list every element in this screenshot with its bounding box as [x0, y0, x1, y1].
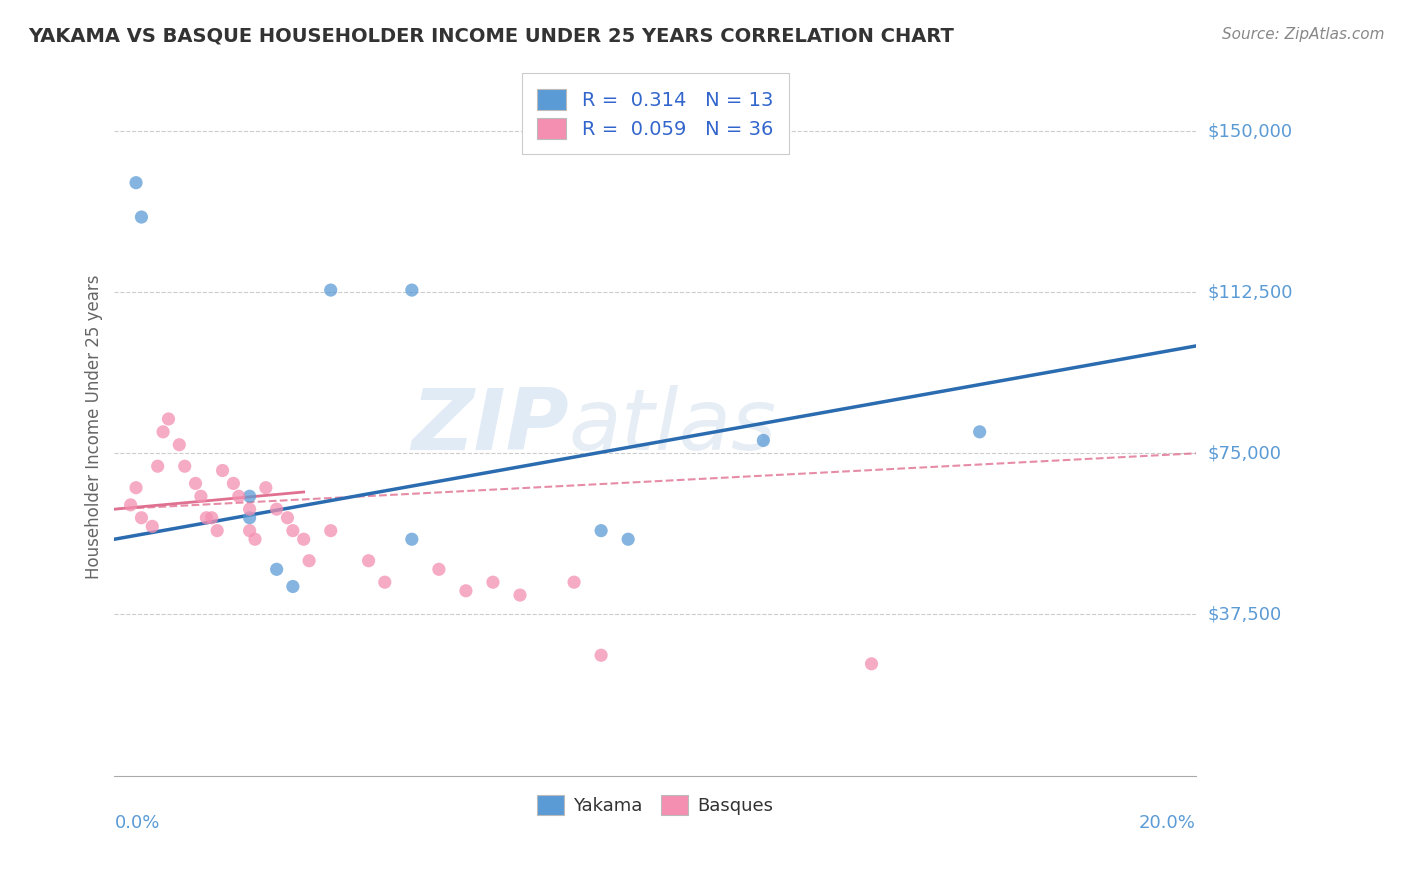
Point — [860, 657, 883, 671]
Point — [276, 510, 298, 524]
Point — [239, 510, 262, 524]
Point — [201, 510, 224, 524]
Point — [298, 554, 321, 568]
Point — [239, 524, 262, 538]
Text: $112,500: $112,500 — [1208, 284, 1292, 301]
Point — [141, 519, 163, 533]
Point — [752, 434, 775, 448]
Point — [152, 425, 174, 439]
Text: $150,000: $150,000 — [1208, 122, 1292, 140]
Point — [401, 533, 423, 547]
Point — [131, 210, 153, 224]
Point — [374, 575, 396, 590]
Point — [266, 502, 288, 516]
Point — [357, 554, 380, 568]
Point — [239, 502, 262, 516]
Point — [239, 489, 262, 503]
Point — [969, 425, 991, 439]
Text: ZIP: ZIP — [411, 385, 568, 468]
Point — [319, 524, 342, 538]
Point — [146, 459, 169, 474]
Point — [125, 481, 148, 495]
Text: 0.0%: 0.0% — [114, 814, 160, 832]
Text: atlas: atlas — [568, 385, 776, 468]
Point — [195, 510, 218, 524]
Point — [205, 524, 228, 538]
Point — [562, 575, 585, 590]
Point — [591, 524, 613, 538]
Point — [211, 463, 233, 477]
Point — [427, 562, 450, 576]
Point — [617, 533, 640, 547]
Point — [120, 498, 142, 512]
Point — [254, 481, 277, 495]
Text: $37,500: $37,500 — [1208, 606, 1281, 624]
Y-axis label: Householder Income Under 25 years: Householder Income Under 25 years — [86, 274, 103, 579]
Point — [173, 459, 195, 474]
Point — [184, 476, 207, 491]
Point — [482, 575, 505, 590]
Text: YAKAMA VS BASQUE HOUSEHOLDER INCOME UNDER 25 YEARS CORRELATION CHART: YAKAMA VS BASQUE HOUSEHOLDER INCOME UNDE… — [28, 27, 955, 45]
Point — [266, 562, 288, 576]
Point — [319, 283, 342, 297]
Text: $75,000: $75,000 — [1208, 444, 1281, 462]
Point — [401, 283, 423, 297]
Point — [454, 583, 477, 598]
Point — [131, 510, 153, 524]
Point — [222, 476, 245, 491]
Point — [169, 438, 191, 452]
Legend: Yakama, Basques: Yakama, Basques — [537, 796, 773, 815]
Point — [509, 588, 531, 602]
Point — [292, 533, 315, 547]
Point — [281, 580, 304, 594]
Point — [228, 489, 250, 503]
Point — [125, 176, 148, 190]
Point — [243, 533, 266, 547]
Point — [591, 648, 613, 663]
Point — [281, 524, 304, 538]
Point — [157, 412, 180, 426]
Point — [190, 489, 212, 503]
Text: Source: ZipAtlas.com: Source: ZipAtlas.com — [1222, 27, 1385, 42]
Text: 20.0%: 20.0% — [1139, 814, 1197, 832]
